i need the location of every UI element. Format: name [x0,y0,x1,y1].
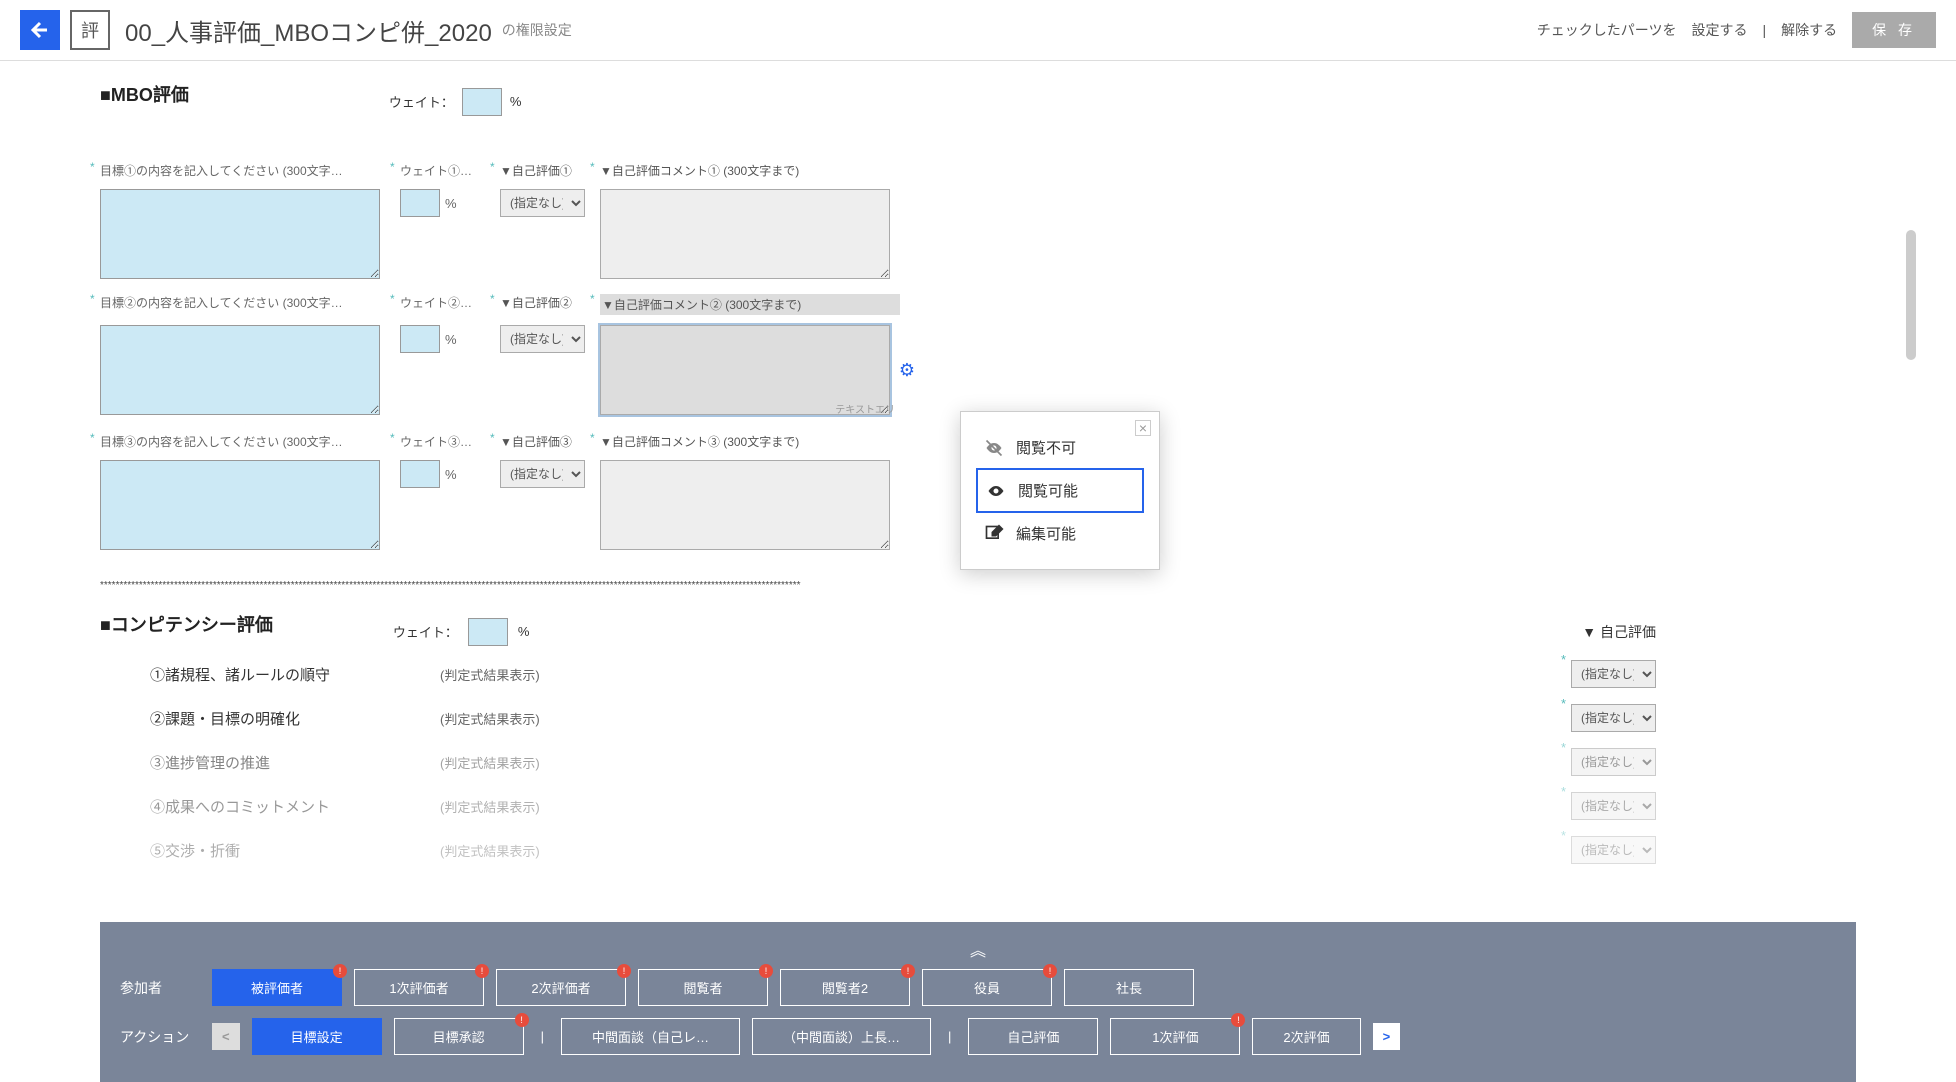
comp-weight-label: ウェイト： [393,622,458,641]
textarea-hint: テキストエリ [835,401,895,416]
page-title: 00_人事評価_MBOコンピ併_2020 [125,13,492,48]
participant-tab-6[interactable]: 役員! [922,969,1052,1006]
comp-weight-input[interactable] [468,618,508,646]
participant-tab-5[interactable]: 閲覧者2! [780,969,910,1006]
comment2-label: ▼自己評価コメント② (300文字まで) [600,294,900,315]
comp-item-4: ④成果へのコミットメント [150,796,400,817]
action-next[interactable]: > [1373,1023,1401,1050]
permission-popup: × 閲覧不可 閲覧可能 編集可能 [960,411,1160,570]
unset-link[interactable]: 解除する [1781,20,1837,40]
comp-formula-5: (判定式結果表示) [440,841,540,860]
comment3-textarea[interactable] [600,460,890,550]
selfeval2-select[interactable]: (指定なし) [500,325,585,353]
eval-icon: 評 [70,10,110,50]
participants-label: 参加者 [120,978,200,998]
action-tab-7[interactable]: 2次評価 [1252,1018,1360,1055]
participant-tab-2[interactable]: 1次評価者! [354,969,484,1006]
action-tab-1[interactable]: 目標設定 [252,1018,382,1055]
chevron-up-icon[interactable]: ︽ [120,937,1836,961]
popup-option-view[interactable]: 閲覧可能 [976,468,1144,513]
weight3-input[interactable] [400,460,440,488]
page-subtitle: の権限設定 [502,20,572,40]
eye-icon [986,481,1006,501]
action-tab-4[interactable]: （中間面談）上長… [752,1018,931,1055]
comment1-textarea[interactable] [600,189,890,279]
comp-select-4[interactable]: (指定なし) [1571,792,1656,820]
goal2-textarea[interactable] [100,325,380,415]
comp-item-3: ③進捗管理の推進 [150,752,400,773]
edit-icon [984,524,1004,544]
action-tab-5[interactable]: 自己評価 [968,1018,1098,1055]
mbo-section-title: ■MBO評価 [100,81,189,107]
comment3-label: ▼自己評価コメント③ (300文字まで) [600,433,900,450]
participant-tab-1[interactable]: 被評価者! [212,969,342,1006]
popup-close-icon[interactable]: × [1135,420,1151,436]
divider-line: ****************************************… [100,580,1856,591]
action-tab-6[interactable]: 1次評価! [1110,1018,1240,1055]
comp-formula-4: (判定式結果表示) [440,797,540,816]
selfeval1-label: ▼自己評価① [500,162,590,179]
mbo-weight-input[interactable] [462,88,502,116]
checked-parts-label: チェックしたパーツを [1537,20,1677,40]
participant-tab-3[interactable]: 2次評価者! [496,969,626,1006]
selfeval3-select[interactable]: (指定なし) [500,460,585,488]
action-tab-3[interactable]: 中間面談（自己レ… [561,1018,740,1055]
comp-formula-2: (判定式結果表示) [440,709,540,728]
weight2-input[interactable] [400,325,440,353]
comp-item-1: ①諸規程、諸ルールの順守 [150,664,400,685]
save-button[interactable]: 保 存 [1852,12,1936,48]
comp-section-title: ■コンピテンシー評価 [100,611,273,637]
back-button[interactable] [20,10,60,50]
participant-tab-7[interactable]: 社長 [1064,969,1194,1006]
pct: % [510,94,522,109]
comp-item-2: ②課題・目標の明確化 [150,708,400,729]
scrollbar[interactable] [1906,230,1916,360]
set-link[interactable]: 設定する [1691,20,1747,40]
goal3-label: 目標③の内容を記入してください (300文字… [100,433,390,450]
action-tab-2[interactable]: 目標承認! [394,1018,524,1055]
comment1-label: ▼自己評価コメント① (300文字まで) [600,162,900,179]
selfeval1-select[interactable]: (指定なし) [500,189,585,217]
goal3-textarea[interactable] [100,460,380,550]
self-eval-header: ▼ 自己評価 [1582,622,1656,642]
goal2-label: 目標②の内容を記入してください (300文字… [100,294,390,315]
participant-tab-4[interactable]: 閲覧者! [638,969,768,1006]
weight-label: ウェイト： [389,92,454,111]
divider: | [1762,22,1766,38]
comp-select-3[interactable]: (指定なし) [1571,748,1656,776]
comp-formula-1: (判定式結果表示) [440,665,540,684]
selfeval2-label: ▼自己評価② [500,294,590,315]
popup-option-no-view[interactable]: 閲覧不可 [976,427,1144,468]
actions-label: アクション [120,1027,200,1047]
comp-formula-3: (判定式結果表示) [440,753,540,772]
popup-option-edit[interactable]: 編集可能 [976,513,1144,554]
weight2-label: ウェイト②… [400,294,490,315]
weight1-input[interactable] [400,189,440,217]
comp-select-2[interactable]: (指定なし) [1571,704,1656,732]
goal1-textarea[interactable] [100,189,380,279]
comp-item-5: ⑤交渉・折衝 [150,840,400,861]
comp-select-1[interactable]: (指定なし) [1571,660,1656,688]
weight1-label: ウェイト①… [400,162,490,179]
goal1-label: 目標①の内容を記入してください (300文字… [100,162,390,179]
bottom-panel: ︽ 参加者 被評価者! 1次評価者! 2次評価者! 閲覧者! 閲覧者2! 役員!… [100,922,1856,1082]
action-prev[interactable]: < [212,1023,240,1050]
weight3-label: ウェイト③… [400,433,490,450]
selfeval3-label: ▼自己評価③ [500,433,590,450]
comp-select-5[interactable]: (指定なし) [1571,836,1656,864]
gear-icon[interactable]: ⚙ [899,360,915,381]
eye-slash-icon [984,438,1004,458]
